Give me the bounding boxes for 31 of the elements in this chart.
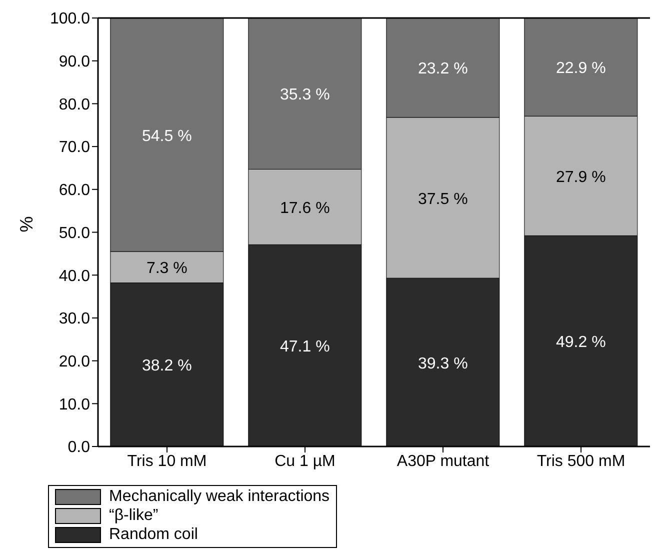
y-tick-label: 60.0 [58, 182, 90, 200]
data-label: 49.2 % [556, 334, 606, 352]
legend-label: Mechanically weak interactions [109, 488, 330, 506]
y-tick-label: 10.0 [58, 396, 90, 414]
y-axis-title: % [16, 216, 36, 232]
data-label: 27.9 % [556, 168, 606, 186]
x-tick-label: Cu 1 µM [274, 452, 336, 470]
data-label: 7.3 % [146, 260, 188, 278]
y-tick-label: 0.0 [68, 439, 90, 456]
y-tick-label: 90.0 [58, 54, 90, 71]
data-label: 37.5 % [418, 190, 468, 208]
y-tick-label: 30.0 [58, 310, 90, 328]
legend-label: “β-like” [109, 507, 158, 525]
y-tick-label: 40.0 [58, 268, 90, 285]
data-label: 47.1 % [280, 338, 330, 356]
data-label: 35.3 % [280, 86, 330, 104]
legend-label: Random coil [109, 526, 198, 544]
y-tick-label: 80.0 [58, 96, 90, 114]
data-label: 54.5 % [142, 128, 192, 145]
x-tick-label: A30P mutant [396, 452, 490, 470]
y-tick-label: 70.0 [58, 139, 90, 156]
data-label: 39.3 % [418, 355, 468, 372]
data-label: 38.2 % [142, 358, 192, 375]
data-label: 17.6 % [280, 200, 330, 217]
data-label: 23.2 % [418, 60, 468, 78]
y-tick-label: 100.0 [50, 10, 90, 28]
x-tick-label: Tris 500 mM [536, 452, 626, 470]
y-tick-label: 50.0 [58, 224, 90, 242]
x-tick-label: Tris 10 mM [127, 452, 207, 470]
data-label: 22.9 % [556, 60, 606, 78]
y-tick-label: 20.0 [58, 353, 90, 370]
